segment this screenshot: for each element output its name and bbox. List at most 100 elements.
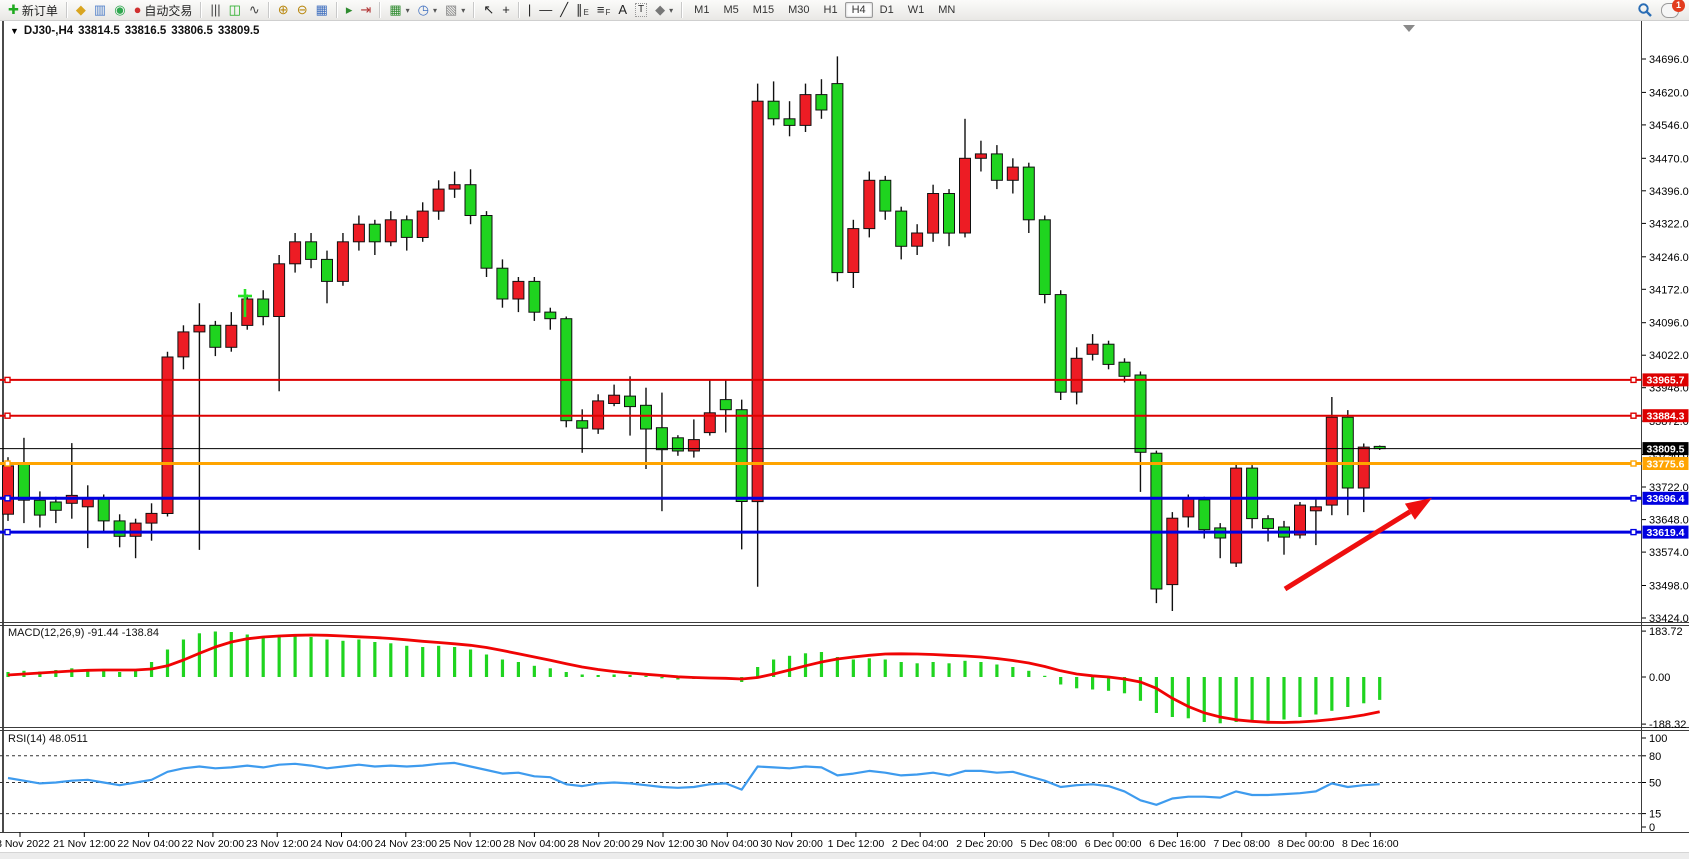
cursor-button[interactable]: ↖: [479, 1, 498, 19]
candle-body: [161, 356, 174, 514]
candle-body: [1070, 357, 1083, 393]
zoom-in-button[interactable]: ⊕: [274, 1, 293, 19]
icon-sub-letter: E: [583, 8, 589, 17]
candle-body: [959, 157, 971, 234]
chart-window: [0, 21, 1689, 852]
autotrade-icon: ●: [133, 2, 142, 17]
timeframe-m5-button[interactable]: M5: [723, 4, 739, 16]
candle-body: [480, 215, 493, 269]
panel-borders: [0, 21, 1689, 833]
chart-shift-button[interactable]: ⇥: [356, 1, 375, 19]
horizontal-line-33775.6[interactable]: [0, 460, 1642, 467]
toolbar-separator: [681, 2, 684, 18]
timeframe-w1-button[interactable]: W1: [907, 4, 925, 16]
timeframe-d1-button[interactable]: D1: [879, 4, 894, 16]
new-order-button[interactable]: ✚ 新订单: [4, 1, 62, 19]
candle-body: [145, 512, 158, 524]
new-chart-dropdown[interactable]: ▦ ▾: [385, 1, 413, 19]
candle-body: [49, 501, 62, 511]
periods-dropdown[interactable]: ◷ ▾: [414, 1, 441, 19]
candle-body: [1246, 467, 1259, 520]
cross-marker[interactable]: [238, 289, 252, 317]
svg-text:24 Nov 23:00: 24 Nov 23:00: [375, 838, 438, 850]
candle-body: [528, 280, 541, 313]
price-label-33809.5: 33809.5: [1642, 442, 1689, 455]
horizontal-line-33696.4[interactable]: [0, 495, 1642, 502]
candle-body: [703, 412, 716, 434]
dropdown-caret-icon: ▾: [432, 5, 437, 15]
timeframe-mn-button[interactable]: MN: [938, 4, 956, 16]
chart-shift-marker-icon[interactable]: [1403, 25, 1415, 32]
svg-text:8 Dec 16:00: 8 Dec 16:00: [1342, 838, 1399, 850]
text-button[interactable]: A: [614, 1, 631, 19]
fibonacci-button[interactable]: ≡ F: [593, 1, 614, 19]
horizontal-line-33884.3[interactable]: [0, 412, 1642, 419]
timeframe-m15-button[interactable]: M15: [752, 4, 775, 16]
candle-body: [1054, 294, 1067, 393]
candle-body: [1325, 416, 1338, 506]
crosshair-button[interactable]: +: [498, 1, 514, 19]
timeframe-h4-button[interactable]: H4: [844, 2, 873, 18]
toolbar-separator: [200, 2, 203, 18]
toolbar-separator: [379, 2, 382, 18]
arrows-dropdown[interactable]: ◆ ▾: [651, 1, 677, 19]
timeframe-m30-button[interactable]: M30: [788, 4, 810, 16]
search-icon[interactable]: [1637, 2, 1653, 18]
candle-body: [815, 94, 828, 111]
chart-shift-icon: ⇥: [360, 2, 372, 17]
trend-arrow[interactable]: [1283, 498, 1432, 592]
svg-text:30 Nov 20:00: 30 Nov 20:00: [760, 838, 823, 850]
candle-body: [1150, 452, 1163, 590]
horizontal-line-33619.4[interactable]: [0, 528, 1642, 536]
trendline-button[interactable]: ╱: [556, 1, 572, 19]
market-watch-button[interactable]: ▥: [90, 1, 110, 19]
zoom-out-button[interactable]: ⊖: [293, 1, 312, 19]
svg-text:33574.0: 33574.0: [1649, 547, 1689, 559]
timeframe-m1-button[interactable]: M1: [694, 4, 710, 16]
one-click-trading-arrow-icon[interactable]: ▼: [10, 26, 19, 36]
autotrade-button[interactable]: ● 自动交易: [130, 1, 197, 19]
timeframe-h1-button[interactable]: H1: [823, 4, 838, 16]
candlestick-series: [2, 56, 1386, 611]
toolbar: ✚ 新订单 ◆ ▥ ◉ ● 自动交易 ||| ◫ ∿ ⊕ ⊖ ▦ ▸ ⇥ ▦ ▾ ◷ ▾ ▧ ▾ ↖ + | — ╱ ∥ E ≡ F A T ◆…: [0, 0, 1689, 21]
macd-indicator-label: MACD(12,26,9) -91.44 -138.84: [8, 627, 160, 639]
channel-button[interactable]: ∥ E: [572, 1, 593, 19]
toolbar-separator: [65, 2, 68, 18]
auto-scroll-button[interactable]: ▸: [342, 1, 357, 19]
candle-body: [384, 219, 397, 243]
svg-text:6 Dec 00:00: 6 Dec 00:00: [1085, 838, 1142, 850]
candle-body: [1006, 166, 1019, 181]
navigator-icon: ◉: [114, 2, 126, 17]
tile-windows-button[interactable]: ▦: [312, 1, 332, 19]
label-button[interactable]: T: [631, 1, 651, 19]
svg-text:34396.0: 34396.0: [1649, 186, 1689, 198]
candle-body: [927, 193, 940, 234]
notifications-icon[interactable]: 1: [1661, 0, 1685, 18]
candle-body: [97, 498, 110, 522]
candle-body: [81, 498, 94, 508]
icon-sub-letter: F: [605, 8, 611, 17]
candle-body: [273, 263, 286, 317]
candle-body: [512, 280, 525, 300]
candle-body: [735, 409, 748, 503]
candle-body: [1038, 219, 1051, 295]
navigator-button[interactable]: ◉: [110, 1, 129, 19]
candle-body: [624, 395, 636, 408]
line-chart-button[interactable]: ∿: [245, 1, 264, 19]
bar-chart-button[interactable]: |||: [206, 1, 224, 19]
svg-text:34022.0: 34022.0: [1649, 350, 1689, 362]
svg-text:5 Dec 08:00: 5 Dec 08:00: [1020, 838, 1077, 850]
hline-button[interactable]: —: [535, 1, 556, 19]
candle-chart-button[interactable]: ◫: [225, 1, 245, 19]
svg-text:34546.0: 34546.0: [1649, 120, 1689, 132]
templates-dropdown[interactable]: ▧ ▾: [441, 1, 469, 19]
svg-text:2 Dec 20:00: 2 Dec 20:00: [956, 838, 1013, 850]
styler-button[interactable]: ◆: [72, 1, 90, 19]
price-label-33619.4: 33619.4: [1642, 525, 1689, 539]
candle-body: [990, 153, 1003, 181]
vline-button[interactable]: |: [524, 1, 535, 19]
price-label-33884.3: 33884.3: [1642, 409, 1689, 423]
horizontal-line-33965.7[interactable]: [0, 376, 1642, 384]
